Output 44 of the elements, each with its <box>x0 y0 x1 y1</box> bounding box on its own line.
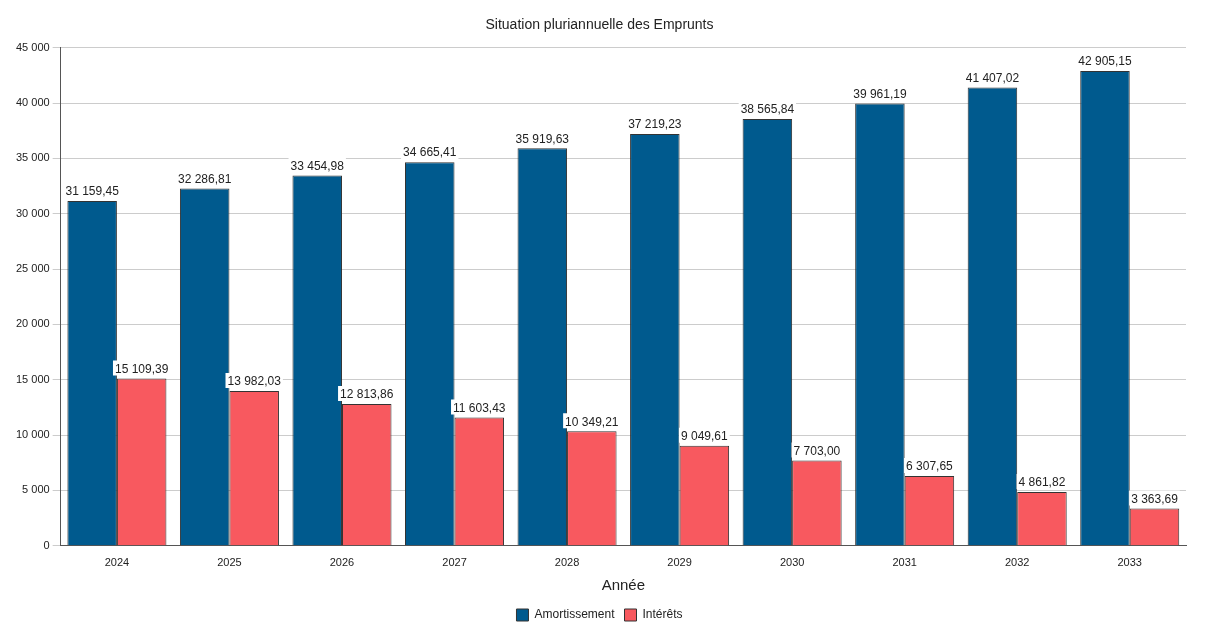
data-label: 9 049,61 <box>680 428 729 443</box>
x-tick-label: 2025 <box>217 556 242 569</box>
x-tick-label: 2028 <box>554 556 580 569</box>
data-label: 37 219,23 <box>628 117 682 132</box>
x-tick-label: 2024 <box>104 556 130 569</box>
y-tick-label: 25 000 <box>15 262 50 275</box>
legend-label: Amortissement <box>534 607 616 622</box>
data-label: 11 603,43 <box>453 400 506 415</box>
legend-label: Intérêts <box>642 607 683 622</box>
x-tick-label: 2032 <box>1004 556 1030 569</box>
y-tick-label: 5 000 <box>22 483 50 496</box>
data-label: 41 407,02 <box>965 70 1020 85</box>
data-label: 34 665,41 <box>403 145 457 160</box>
y-tick-label: 40 000 <box>15 96 50 109</box>
data-label: 32 286,81 <box>177 171 232 186</box>
y-tick-label: 0 <box>43 538 50 551</box>
x-tick-label: 2030 <box>779 556 805 569</box>
data-label: 6 307,65 <box>906 459 954 474</box>
x-tick-label: 2033 <box>1117 556 1142 569</box>
y-tick-label: 20 000 <box>15 317 50 330</box>
data-label: 39 961,19 <box>853 86 907 101</box>
x-tick-label: 2027 <box>442 556 467 569</box>
data-label: 4 861,82 <box>1018 475 1066 490</box>
data-label: 3 363,69 <box>1131 491 1179 506</box>
data-label: 7 703,00 <box>793 443 841 458</box>
data-label: 10 349,21 <box>565 414 619 429</box>
data-label: 35 919,63 <box>515 131 570 146</box>
chart-title: Situation pluriannuelle des Emprunts <box>485 16 714 33</box>
x-tick-label: 2026 <box>329 556 355 569</box>
data-label: 31 159,45 <box>65 184 120 199</box>
y-tick-label: 30 000 <box>15 206 50 219</box>
data-label: 33 454,98 <box>290 158 345 173</box>
y-tick-label: 35 000 <box>15 151 50 164</box>
data-label: 38 565,84 <box>740 102 795 117</box>
y-tick-label: 10 000 <box>15 428 50 441</box>
y-tick-label: 45 000 <box>15 40 50 53</box>
x-tick-label: 2031 <box>892 556 917 569</box>
x-axis-title: Année <box>601 576 646 594</box>
data-label: 42 905,15 <box>1078 54 1132 69</box>
x-tick-label: 2029 <box>667 556 692 569</box>
data-label: 12 813,86 <box>340 387 394 402</box>
y-tick-label: 15 000 <box>15 372 50 385</box>
data-label: 13 982,03 <box>227 374 282 389</box>
data-label: 15 109,39 <box>114 361 169 376</box>
